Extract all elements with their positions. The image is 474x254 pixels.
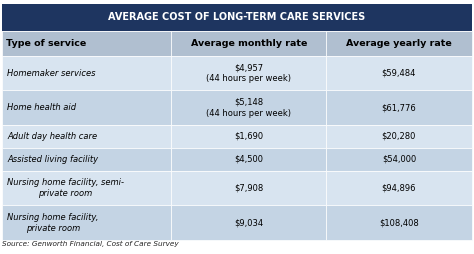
Bar — [326, 125, 472, 148]
Bar — [171, 31, 326, 56]
Bar — [171, 148, 326, 171]
Text: $5,148
(44 hours per week): $5,148 (44 hours per week) — [206, 98, 291, 118]
Text: Nursing home facility, semi-
private room: Nursing home facility, semi- private roo… — [7, 178, 124, 198]
Bar — [326, 205, 472, 240]
Text: $54,000: $54,000 — [382, 155, 416, 164]
Text: Homemaker services: Homemaker services — [7, 69, 96, 77]
Text: $108,408: $108,408 — [379, 218, 419, 227]
Bar — [2, 4, 472, 31]
Text: Source: Genworth Financial, Cost of Care Survey: Source: Genworth Financial, Cost of Care… — [2, 241, 179, 247]
Bar — [2, 31, 171, 56]
Text: Assisted living facility: Assisted living facility — [7, 155, 98, 164]
Bar — [2, 125, 171, 148]
Bar — [2, 205, 171, 240]
Text: $94,896: $94,896 — [382, 184, 416, 193]
Text: Average monthly rate: Average monthly rate — [191, 39, 307, 48]
Bar — [171, 56, 326, 90]
Text: $61,776: $61,776 — [382, 103, 416, 112]
Text: $1,690: $1,690 — [234, 132, 263, 141]
Bar — [326, 148, 472, 171]
Text: AVERAGE COST OF LONG-TERM CARE SERVICES: AVERAGE COST OF LONG-TERM CARE SERVICES — [109, 12, 365, 22]
Text: Nursing home facility,
private room: Nursing home facility, private room — [7, 213, 99, 233]
Text: Adult day health care: Adult day health care — [7, 132, 97, 141]
Bar — [326, 171, 472, 205]
Text: $4,500: $4,500 — [234, 155, 263, 164]
Text: $7,908: $7,908 — [234, 184, 264, 193]
Bar — [171, 171, 326, 205]
Bar — [171, 90, 326, 125]
Text: $59,484: $59,484 — [382, 69, 416, 77]
Text: Home health aid: Home health aid — [7, 103, 76, 112]
Bar — [326, 56, 472, 90]
Bar — [326, 31, 472, 56]
Text: Type of service: Type of service — [6, 39, 86, 48]
Bar — [326, 90, 472, 125]
Text: $20,280: $20,280 — [382, 132, 416, 141]
Text: Average yearly rate: Average yearly rate — [346, 39, 452, 48]
Bar — [2, 171, 171, 205]
Bar — [2, 148, 171, 171]
Text: $9,034: $9,034 — [234, 218, 263, 227]
Bar — [171, 205, 326, 240]
Text: $4,957
(44 hours per week): $4,957 (44 hours per week) — [206, 63, 291, 83]
Bar — [2, 56, 171, 90]
Bar — [171, 125, 326, 148]
Bar — [2, 90, 171, 125]
